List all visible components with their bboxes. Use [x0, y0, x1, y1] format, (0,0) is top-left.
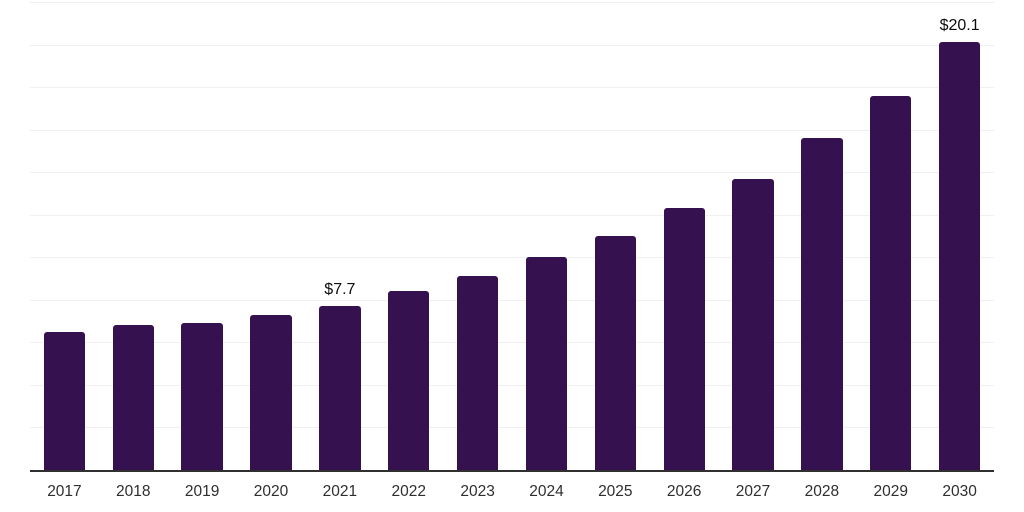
bar-2020 — [250, 314, 292, 470]
bar-column-2026 — [650, 2, 719, 470]
bar-value-label-2030: $20.1 — [939, 17, 980, 35]
x-tick-label-2027: 2027 — [735, 483, 771, 500]
x-tick-label-2022: 2022 — [391, 483, 426, 500]
bar-2030 — [938, 42, 981, 470]
gridline — [30, 257, 994, 259]
bar-column-2027 — [719, 2, 788, 470]
gridline — [30, 129, 994, 131]
bar-column-2025 — [581, 2, 650, 470]
gridline — [30, 87, 994, 89]
x-tick-label-2020: 2020 — [253, 483, 289, 500]
x-tick-label-2025: 2025 — [598, 483, 633, 500]
bar-column-2022 — [374, 2, 443, 470]
gridline — [30, 172, 994, 174]
x-axis-line — [30, 470, 994, 472]
x-tick-label-2026: 2026 — [666, 483, 702, 500]
bar-2023 — [456, 276, 499, 470]
x-tick-label-2021: 2021 — [322, 483, 358, 500]
bar-2018 — [112, 325, 154, 470]
bar-2028 — [801, 138, 843, 470]
bar-columns: $7.7 $20.1 — [30, 2, 994, 470]
bar-2021 — [319, 306, 361, 470]
gridline — [30, 44, 994, 46]
bar-column-2017 — [30, 2, 99, 470]
bar-2029 — [870, 95, 912, 470]
x-axis-tick-labels: 2017 2018 2019 2020 2021 2022 2023 2024 2025 2026… — [30, 481, 994, 503]
bar-column-2019 — [168, 2, 237, 470]
bar-column-2023 — [443, 2, 512, 470]
x-tick-label-2018: 2018 — [116, 483, 151, 500]
plot-area: $7.7 $20.1 — [30, 2, 994, 470]
bar-column-2030: $20.1 — [925, 2, 994, 470]
gridline — [30, 342, 994, 344]
bar-column-2029 — [856, 2, 925, 470]
bar-column-2024 — [512, 2, 581, 470]
bar-2022 — [388, 291, 430, 470]
gridline — [30, 384, 994, 386]
bar-column-2021: $7.7 — [305, 2, 374, 470]
gridline — [30, 427, 994, 429]
bar-column-2028 — [787, 2, 856, 470]
bar-column-2018 — [99, 2, 168, 470]
gridline — [30, 214, 994, 216]
x-tick-label-2019: 2019 — [184, 483, 220, 500]
bar-2019 — [181, 323, 223, 470]
x-tick-label-2023: 2023 — [460, 483, 495, 500]
gridline — [30, 299, 994, 301]
gridline — [30, 2, 994, 3]
bar-value-label-2021: $7.7 — [324, 281, 356, 299]
bar-2025 — [594, 236, 636, 470]
bar-column-2020 — [237, 2, 306, 470]
x-tick-label-2028: 2028 — [804, 483, 840, 500]
bar-2017 — [43, 331, 86, 470]
x-tick-label-2029: 2029 — [873, 483, 908, 500]
x-tick-label-2024: 2024 — [529, 483, 564, 500]
x-tick-label-2030: 2030 — [942, 483, 977, 500]
x-tick-label-2017: 2017 — [47, 483, 82, 500]
bar-2024 — [525, 257, 568, 470]
bar-2026 — [663, 208, 705, 470]
bar-2027 — [732, 178, 774, 470]
